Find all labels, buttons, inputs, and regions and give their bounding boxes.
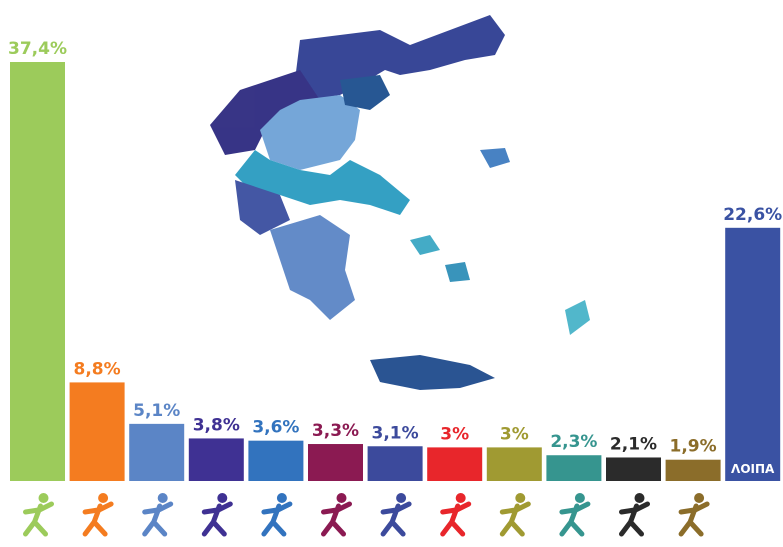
value-label: 1,9% [670, 437, 717, 457]
category-label: ΛΟΙΠΑ [731, 462, 775, 476]
bar [606, 457, 661, 481]
sport-icon [380, 493, 412, 537]
value-label: 3,3% [312, 421, 359, 441]
value-label: 5,1% [133, 401, 180, 421]
icon-head [574, 493, 585, 503]
value-label: 2,3% [550, 432, 597, 452]
bars: 37,4% 8,8% 5,1% 3,8% 3,6% 3,3% 3,1% 3% 3% 2,3% 2,1… [8, 39, 782, 537]
bar [69, 382, 125, 481]
icon-body [82, 501, 114, 537]
sport-icon [23, 493, 54, 537]
icon-body [142, 501, 174, 537]
bar [308, 444, 363, 481]
value-label: 3% [500, 424, 529, 444]
icon-head [515, 493, 526, 503]
icon-head [455, 493, 466, 503]
sport-icon [440, 493, 472, 537]
value-label: 37,4% [8, 39, 67, 59]
icon-body [440, 501, 472, 537]
value-label: 22,6% [723, 205, 782, 225]
sport-icon [142, 493, 174, 537]
bar [10, 62, 65, 481]
sport-icon [559, 493, 591, 537]
icon-head [217, 493, 228, 503]
bar [248, 440, 304, 481]
icon-head [98, 493, 109, 503]
sport-icon [261, 493, 293, 537]
bar [129, 423, 185, 481]
bar [725, 227, 781, 481]
value-label: 3,1% [372, 423, 419, 443]
sport-icon [201, 493, 233, 537]
value-label: 2,1% [610, 434, 657, 454]
icon-head [38, 493, 49, 503]
bar [367, 446, 423, 481]
icon-body [321, 501, 352, 537]
icon-body [201, 501, 233, 537]
bar [427, 447, 483, 481]
icon-head [396, 493, 407, 503]
bar [188, 438, 244, 481]
value-label: 3,8% [193, 415, 240, 435]
value-label: 3% [440, 424, 469, 444]
sport-icon [619, 493, 650, 537]
sport-icon [82, 493, 114, 537]
bar [546, 455, 602, 481]
icon-head [336, 493, 347, 503]
icon-head [276, 493, 287, 503]
sport-icon [321, 493, 352, 537]
icon-body [380, 501, 412, 537]
icon-body [619, 501, 650, 537]
icon-body [261, 501, 293, 537]
greece-map [210, 15, 590, 390]
icon-body [559, 501, 591, 537]
bar [486, 447, 542, 481]
icon-body [678, 501, 710, 537]
icon-head [694, 493, 705, 503]
icon-body [23, 501, 54, 537]
value-label: 3,6% [252, 418, 299, 438]
bar [665, 459, 721, 481]
icon-head [157, 493, 168, 503]
sport-icon [678, 493, 710, 537]
value-label: 8,8% [74, 359, 121, 379]
sport-icon [499, 493, 531, 537]
icon-head [634, 493, 645, 503]
icon-body [499, 501, 531, 537]
